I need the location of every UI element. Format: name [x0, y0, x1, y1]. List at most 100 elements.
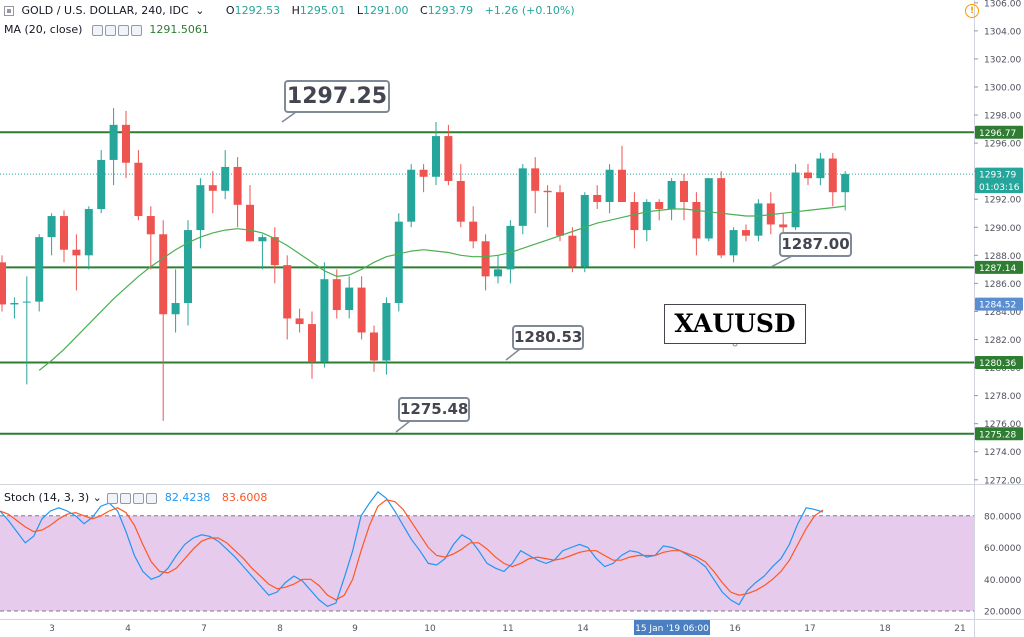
price-tick-label: 1298.00 [984, 112, 1021, 122]
ma-legend[interactable]: MA (20, close) 1291.5061 [4, 23, 209, 37]
price-tick-label: 1306.00 [984, 0, 1021, 9]
chevron-down-icon[interactable]: ⌄ [195, 4, 205, 17]
price-label-box [975, 356, 1023, 370]
candle-body [320, 279, 329, 362]
horizontal-level-layer[interactable] [0, 131, 974, 435]
stoch-d-value: 83.6008 [221, 491, 268, 504]
candle-body [159, 234, 168, 315]
callout-1280[interactable]: 1280.53 [512, 325, 584, 350]
symbol-title[interactable]: GOLD / U.S. DOLLAR, 240, IDC [21, 4, 189, 17]
candle-body [146, 216, 155, 235]
price-tick-label: 1292.00 [984, 196, 1021, 206]
candle-body [630, 202, 639, 231]
candle-body [122, 124, 130, 163]
price-tick-label: 1274.00 [984, 448, 1021, 458]
candle-body [394, 221, 403, 304]
candle-body [804, 172, 812, 179]
candle-body [580, 195, 589, 267]
callout-pointer [281, 111, 297, 123]
time-tick-label: 17 [804, 624, 815, 634]
open-value: 1292.53 [234, 4, 281, 17]
candle-body [605, 169, 614, 203]
candle-body [47, 216, 56, 238]
stoch-legend[interactable]: Stoch (14, 3, 3) ⌄ 82.4238 83.6008 [4, 491, 267, 505]
price-label-box [975, 180, 1023, 194]
candle-body [816, 158, 825, 179]
time-tick-label: 3 [49, 624, 55, 634]
candle-body [469, 221, 478, 242]
close-label: C [420, 4, 428, 17]
time-tick-label: 16 [729, 624, 741, 634]
candle-body [456, 180, 465, 222]
callout-pointer [505, 348, 521, 361]
stoch-tick-label: 40.0000 [984, 576, 1021, 586]
candle-body [518, 168, 527, 226]
candles-layer [0, 108, 850, 421]
stoch-tick-label: 80.0000 [984, 512, 1021, 522]
ma-line-layer [38, 205, 846, 371]
stoch-line-d [0, 499, 824, 601]
add-icon[interactable] [133, 493, 145, 504]
candle-body [655, 202, 664, 210]
callout-pointers [281, 111, 793, 433]
candle-body [221, 166, 230, 191]
ma-label: MA (20, close) [4, 23, 83, 36]
stoch-label: Stoch (14, 3, 3) [4, 491, 90, 504]
candle-body [196, 185, 205, 231]
eye-icon[interactable] [91, 25, 103, 36]
price-label-box [975, 260, 1023, 274]
callout-1275[interactable]: 1275.48 [398, 397, 470, 422]
candle-body [779, 224, 788, 228]
low-label: L [356, 4, 363, 17]
remove-icon[interactable] [130, 25, 142, 36]
callout-pointer [770, 255, 793, 268]
settings-icon[interactable] [120, 493, 132, 504]
candle-body [531, 168, 540, 191]
chevron-down-icon[interactable]: ⌄ [92, 491, 102, 504]
candle-body [593, 195, 602, 203]
symbol-box[interactable]: XAUUSD [664, 304, 806, 344]
price-axis[interactable]: 1306.00 1304.00 1302.00 1300.00 1298.00 1296.… [974, 0, 1023, 618]
candle-body [382, 303, 391, 361]
candle-body [10, 303, 19, 305]
price-label-box [975, 297, 1023, 311]
candle-body [692, 202, 701, 239]
candle-body [667, 180, 676, 210]
price-label-box [975, 427, 1023, 441]
stoch-tick-label: 20.0000 [984, 608, 1021, 618]
candle-body [171, 303, 180, 315]
add-icon[interactable] [117, 25, 129, 36]
low-value: 1291.00 [363, 4, 409, 17]
candle-body [258, 237, 267, 242]
alert-icon[interactable]: ! [965, 4, 979, 18]
candle-body [841, 174, 850, 193]
candle-body [345, 287, 354, 311]
time-tick-label: 14 [577, 624, 589, 634]
candle-body [704, 178, 713, 239]
settings-icon[interactable] [104, 25, 116, 36]
eye-icon[interactable] [107, 493, 119, 504]
candle-body [295, 318, 304, 325]
price-tick-label: 1278.00 [984, 392, 1021, 402]
candle-body [642, 202, 651, 231]
remove-icon[interactable] [146, 493, 158, 504]
price-tick-label: 1300.00 [984, 83, 1021, 93]
collapse-icon[interactable] [4, 6, 14, 16]
time-axis[interactable]: 3 4 7 8 9 10 11 14 15 Jan '19 06:00 16 17 18 21 [49, 620, 966, 635]
callout-pointer [395, 420, 411, 433]
price-tick-label: 1284.00 [984, 308, 1021, 318]
candle-body [357, 287, 366, 333]
change-value: +1.26 (+0.10%) [484, 4, 575, 17]
price-tick-label: 1280.00 [984, 364, 1021, 374]
candle-body [35, 237, 44, 302]
candle-body [742, 230, 750, 236]
callout-1297[interactable]: 1297.25 [284, 80, 390, 113]
time-tick-label: 8 [277, 624, 283, 634]
price-tick-label: 1296.00 [984, 140, 1021, 150]
pane-separator[interactable] [0, 484, 1024, 485]
candle-body [370, 332, 378, 361]
price-tick-label: 1290.00 [984, 224, 1021, 234]
callout-1287[interactable]: 1287.00 [779, 232, 852, 257]
